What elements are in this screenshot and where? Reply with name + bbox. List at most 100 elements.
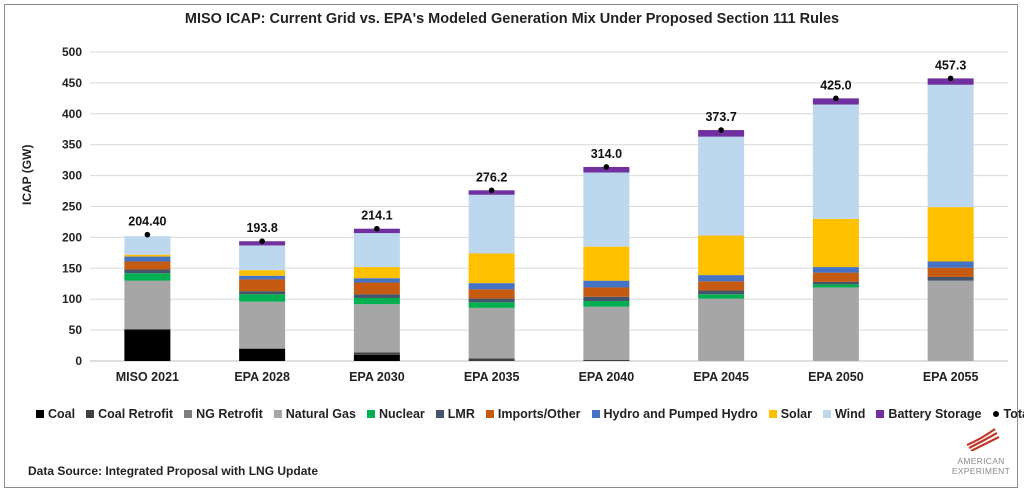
bar-segment (698, 235, 745, 276)
bar-segment (239, 348, 286, 361)
bar-segment (698, 275, 745, 282)
x-tick-label: MISO 2021 (116, 370, 179, 384)
bar-segment (124, 256, 171, 262)
bar-segment (239, 245, 286, 271)
total-marker (603, 164, 610, 170)
bar-segment (698, 298, 745, 361)
bar-segment (812, 281, 859, 285)
total-marker (488, 187, 495, 194)
x-tick-label: EPA 2050 (808, 370, 864, 384)
bar-segment (698, 130, 745, 137)
bar-segment (239, 275, 286, 280)
bar-segment (124, 236, 171, 255)
bar-segment (239, 270, 286, 276)
bar-segment (927, 207, 974, 262)
legend-label: NG Retrofit (196, 407, 263, 421)
bar-segment (927, 267, 974, 277)
bar-segment (124, 269, 171, 274)
y-tick-label: 150 (62, 261, 82, 275)
bar-segment (239, 294, 286, 302)
y-tick-label: 0 (75, 354, 82, 368)
legend-label: Hydro and Pumped Hydro (603, 407, 758, 421)
y-tick-label: 400 (62, 107, 82, 121)
total-marker (144, 231, 151, 238)
total-marker (718, 127, 724, 133)
y-tick-label: 350 (62, 138, 82, 152)
legend-label: Coal Retrofit (98, 407, 174, 421)
legend-item: Wind (822, 407, 865, 421)
x-tick-label: EPA 2045 (693, 370, 749, 384)
legend-swatch (273, 410, 282, 418)
bar-segment (353, 297, 400, 305)
legend-swatch (184, 410, 193, 418)
x-tick-label: EPA 2028 (234, 370, 290, 384)
bar-segment (583, 359, 630, 361)
total-data-label: 425.0 (820, 78, 851, 92)
bar-segment (468, 253, 515, 284)
bar-segment (124, 329, 171, 361)
legend-label: LMR (447, 407, 475, 421)
legend-item: LMR (435, 407, 475, 421)
bar-segment (698, 136, 745, 236)
chart-title: MISO ICAP: Current Grid vs. EPA's Modele… (184, 11, 840, 27)
legend-item: NG Retrofit (184, 407, 263, 421)
legend-item: Coal Retrofit (86, 407, 173, 421)
bar-segment (812, 284, 859, 288)
legend-item: Total (992, 407, 1024, 421)
total-marker (374, 225, 380, 232)
chart-frame (4, 4, 1018, 488)
bar-segment (583, 172, 630, 247)
x-tick-label: EPA 2030 (349, 370, 405, 384)
bar-segment (583, 280, 630, 288)
legend-label: Natural Gas (285, 407, 356, 421)
total-data-label: 204.40 (128, 215, 166, 229)
legend-item: Battery Storage (876, 407, 982, 421)
bar-segment (698, 290, 745, 295)
x-tick-label: EPA 2040 (579, 370, 635, 384)
legend-item: Hydro and Pumped Hydro (591, 407, 758, 421)
bar-segment (927, 261, 974, 268)
bar-segment (353, 278, 400, 283)
y-tick-label: 200 (62, 230, 82, 244)
total-marker (259, 238, 265, 245)
logo-text-line2: EXPERIMENT (951, 466, 1011, 476)
bar-segment (353, 267, 400, 279)
total-data-label: 214.1 (361, 209, 392, 223)
bar-segment (468, 358, 515, 361)
bar-segment (927, 276, 974, 281)
bar-segment (812, 272, 859, 282)
legend-item: Solar (768, 407, 812, 421)
bar-segment (353, 294, 400, 298)
data-source-note: Data Source: Integrated Proposal with LN… (28, 464, 319, 478)
bar-segment (927, 84, 974, 208)
legend-swatch (366, 410, 375, 418)
legend-swatch (86, 410, 95, 418)
american-experiment-logo: AMERICAN EXPERIMENT (950, 425, 1012, 477)
bar-segment (698, 281, 745, 291)
legend-label: Battery Storage (888, 407, 982, 421)
legend-label: Total (1003, 407, 1024, 421)
bar-segment (468, 302, 515, 308)
logo-swoosh-icon (966, 428, 1000, 452)
y-tick-label: 50 (69, 323, 83, 337)
legend-swatch (876, 410, 885, 418)
legend-swatch (485, 410, 494, 418)
bar-segment (812, 98, 859, 105)
total-data-label: 193.8 (246, 221, 277, 235)
bar-segment (583, 306, 630, 360)
bar-segment (353, 233, 400, 268)
bar-segment (239, 291, 286, 295)
legend-label: Imports/Other (497, 407, 581, 421)
y-tick-label: 500 (62, 45, 82, 59)
total-marker (947, 75, 954, 82)
bar-segment (468, 298, 515, 303)
legend-swatch (435, 410, 444, 418)
bar-segment (124, 254, 171, 257)
y-tick-label: 100 (62, 292, 82, 306)
bar-segment (583, 301, 630, 307)
legend-label: Solar (780, 407, 812, 421)
logo-text-line1: AMERICAN (957, 456, 1005, 466)
bar-segment (124, 261, 171, 270)
legend-label: Coal (48, 407, 76, 421)
